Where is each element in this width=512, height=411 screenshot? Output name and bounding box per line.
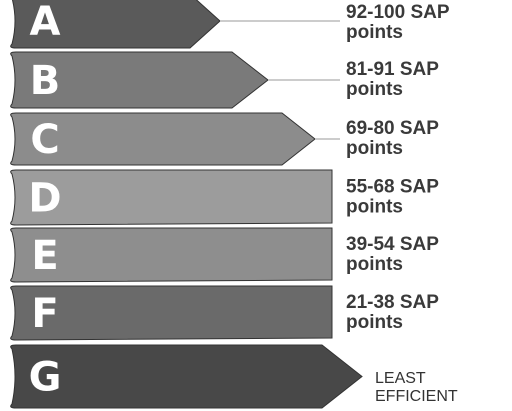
band-letter: G bbox=[29, 355, 62, 401]
band-unit: points bbox=[346, 22, 403, 43]
band-letter: D bbox=[28, 176, 61, 222]
band-range: 81-91 SAP bbox=[346, 59, 439, 80]
rating-band bbox=[10, 112, 316, 166]
rating-band bbox=[10, 285, 333, 341]
rating-band bbox=[10, 227, 333, 283]
band-unit: points bbox=[346, 138, 403, 159]
band-letter: C bbox=[30, 117, 59, 163]
rating-band bbox=[10, 344, 363, 409]
footer-label: LEAST bbox=[375, 370, 426, 387]
band-letter: E bbox=[31, 233, 58, 279]
rating-band bbox=[10, 51, 269, 109]
band-letter: F bbox=[31, 291, 58, 337]
band-unit: points bbox=[346, 197, 403, 218]
band-range: 69-80 SAP bbox=[346, 118, 439, 139]
footer-label: EFFICIENT bbox=[375, 388, 458, 405]
band-range: 55-68 SAP bbox=[346, 177, 439, 198]
band-unit: points bbox=[346, 312, 403, 333]
rating-band bbox=[10, 169, 333, 226]
band-letter: B bbox=[30, 58, 61, 104]
band-range: 21-38 SAP bbox=[346, 292, 439, 313]
band-unit: points bbox=[346, 79, 403, 100]
band-letter: A bbox=[30, 0, 61, 45]
rating-band bbox=[10, 0, 221, 49]
band-range: 92-100 SAP bbox=[346, 2, 450, 23]
band-unit: points bbox=[346, 254, 403, 275]
band-range: 39-54 SAP bbox=[346, 234, 439, 255]
